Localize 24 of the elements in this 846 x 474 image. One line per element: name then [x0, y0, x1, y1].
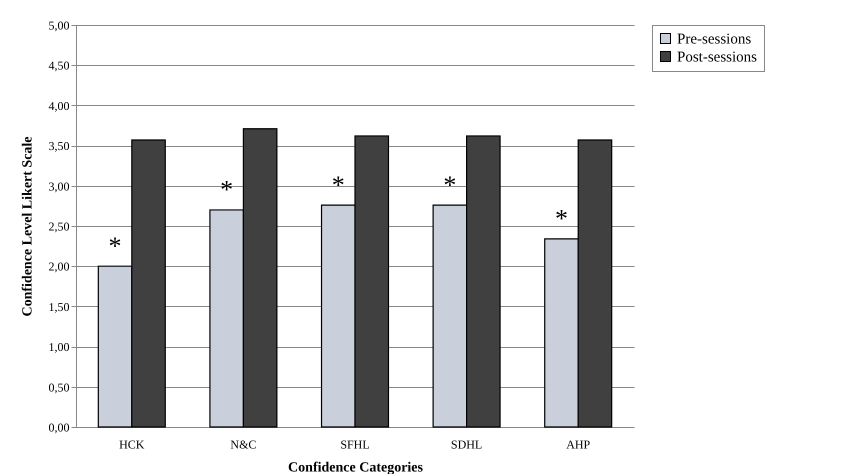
annotation: *: [108, 231, 122, 260]
y-axis-title: Confidence Level Likert Scale: [20, 136, 36, 317]
x-tick-label: N&C: [230, 438, 256, 452]
x-tick-label: AHP: [566, 438, 591, 452]
y-tick-label: 3,00: [48, 179, 70, 194]
x-tick-label: SDHL: [450, 438, 482, 452]
y-tick-label: 5,00: [48, 18, 70, 32]
x-tick-label: SFHL: [340, 438, 370, 452]
annotation: *: [554, 204, 568, 234]
y-tick-label: 0,50: [48, 380, 70, 394]
y-tick-label: 2,00: [48, 260, 70, 274]
y-tick-label: 2,50: [48, 220, 70, 234]
y-tick-label: 0,00: [48, 420, 70, 434]
y-tick-label: 1,00: [48, 340, 70, 354]
y-tick-label: 3,50: [48, 139, 70, 154]
annotation: *: [332, 170, 345, 200]
legend-label: Pre-sessions: [677, 32, 752, 48]
legend-label: Post-sessions: [677, 50, 758, 66]
y-tick-label: 4,00: [48, 98, 70, 113]
x-tick-label: HCK: [119, 438, 145, 452]
y-tick-label: 4,50: [48, 58, 70, 73]
y-tick-label: 1,50: [48, 300, 70, 314]
annotation: *: [443, 170, 456, 200]
annotation: *: [220, 175, 234, 204]
